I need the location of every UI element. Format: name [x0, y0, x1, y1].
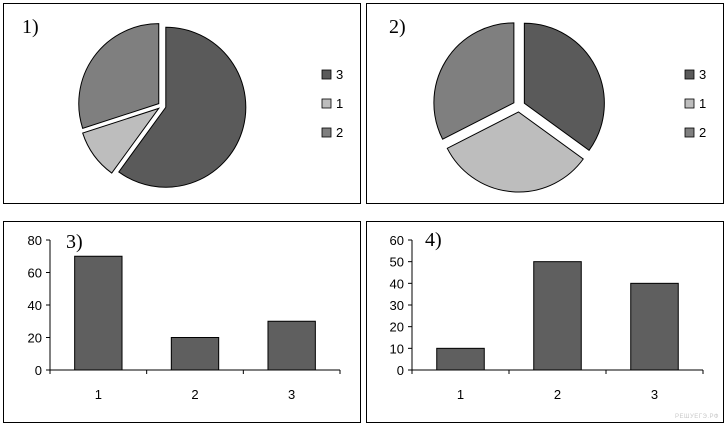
bar-1	[436, 347, 485, 371]
panel-label: 2)	[389, 16, 406, 38]
y-tick-label: 0	[35, 363, 42, 378]
legend-swatch-3	[321, 69, 332, 80]
legend-label-3: 3	[336, 67, 343, 82]
y-tick-label: 10	[390, 341, 404, 356]
bar-chart-4: 4) 0 10 20 30 40 50 60 1 2 3 РЕШУЕГЭ.РФ	[366, 221, 724, 423]
panel-label: 3)	[66, 231, 83, 253]
x-tick-label: 3	[288, 387, 295, 402]
bar-2	[170, 337, 220, 371]
legend-label-2: 2	[699, 125, 706, 140]
y-tick-label: 40	[390, 276, 404, 291]
bar-3	[630, 282, 679, 371]
x-tick-label: 1	[457, 387, 464, 402]
legend-label-2: 2	[336, 125, 343, 140]
pie-chart-2-svg: 2) 3 1 2	[389, 16, 706, 193]
y-tick-label: 20	[28, 331, 42, 346]
panel-label: 1)	[22, 16, 39, 38]
bar-1	[74, 255, 123, 371]
legend-swatch-1	[321, 98, 332, 109]
pie-chart-1: 1) 3 1 2	[3, 3, 361, 204]
legend-swatch-3	[684, 69, 695, 80]
x-tick-label: 2	[191, 387, 198, 402]
legend-swatch-2	[684, 127, 695, 138]
pie-slice-1	[446, 111, 584, 193]
bar-chart-4-svg: 4) 0 10 20 30 40 50 60 1 2 3	[390, 229, 704, 402]
pie-slice-3	[118, 26, 247, 188]
pie-slice-1	[82, 107, 161, 174]
legend-label-3: 3	[699, 67, 706, 82]
y-tick-label: 60	[390, 233, 404, 248]
y-tick-label: 50	[390, 255, 404, 270]
pie-slice-3	[523, 22, 605, 151]
legend-swatch-1	[684, 98, 695, 109]
bar-2	[533, 261, 582, 371]
bar-3	[267, 320, 316, 371]
bar-chart-3-svg: 3) 0 20 40 60 80 1 2 3	[28, 231, 341, 402]
x-tick-label: 3	[651, 387, 658, 402]
bar-chart-3: 3) 0 20 40 60 80 1 2 3	[3, 221, 361, 423]
pie-chart-1-svg: 1) 3 1 2	[22, 16, 343, 188]
x-tick-label: 2	[554, 387, 561, 402]
watermark: РЕШУЕГЭ.РФ	[674, 414, 719, 420]
pie-slice-2	[78, 23, 160, 130]
y-tick-label: 0	[397, 363, 404, 378]
legend-label-1: 1	[336, 96, 343, 111]
y-tick-label: 30	[390, 298, 404, 313]
y-tick-label: 80	[28, 233, 42, 248]
legend-label-1: 1	[699, 96, 706, 111]
panel-label: 4)	[425, 229, 442, 251]
y-tick-label: 40	[28, 298, 42, 313]
x-tick-label: 1	[95, 387, 102, 402]
legend-swatch-2	[321, 127, 332, 138]
pie-chart-2: 2) 3 1 2	[366, 3, 724, 204]
y-tick-label: 60	[28, 266, 42, 281]
y-tick-label: 20	[390, 320, 404, 335]
pie-slice-2	[433, 22, 515, 140]
